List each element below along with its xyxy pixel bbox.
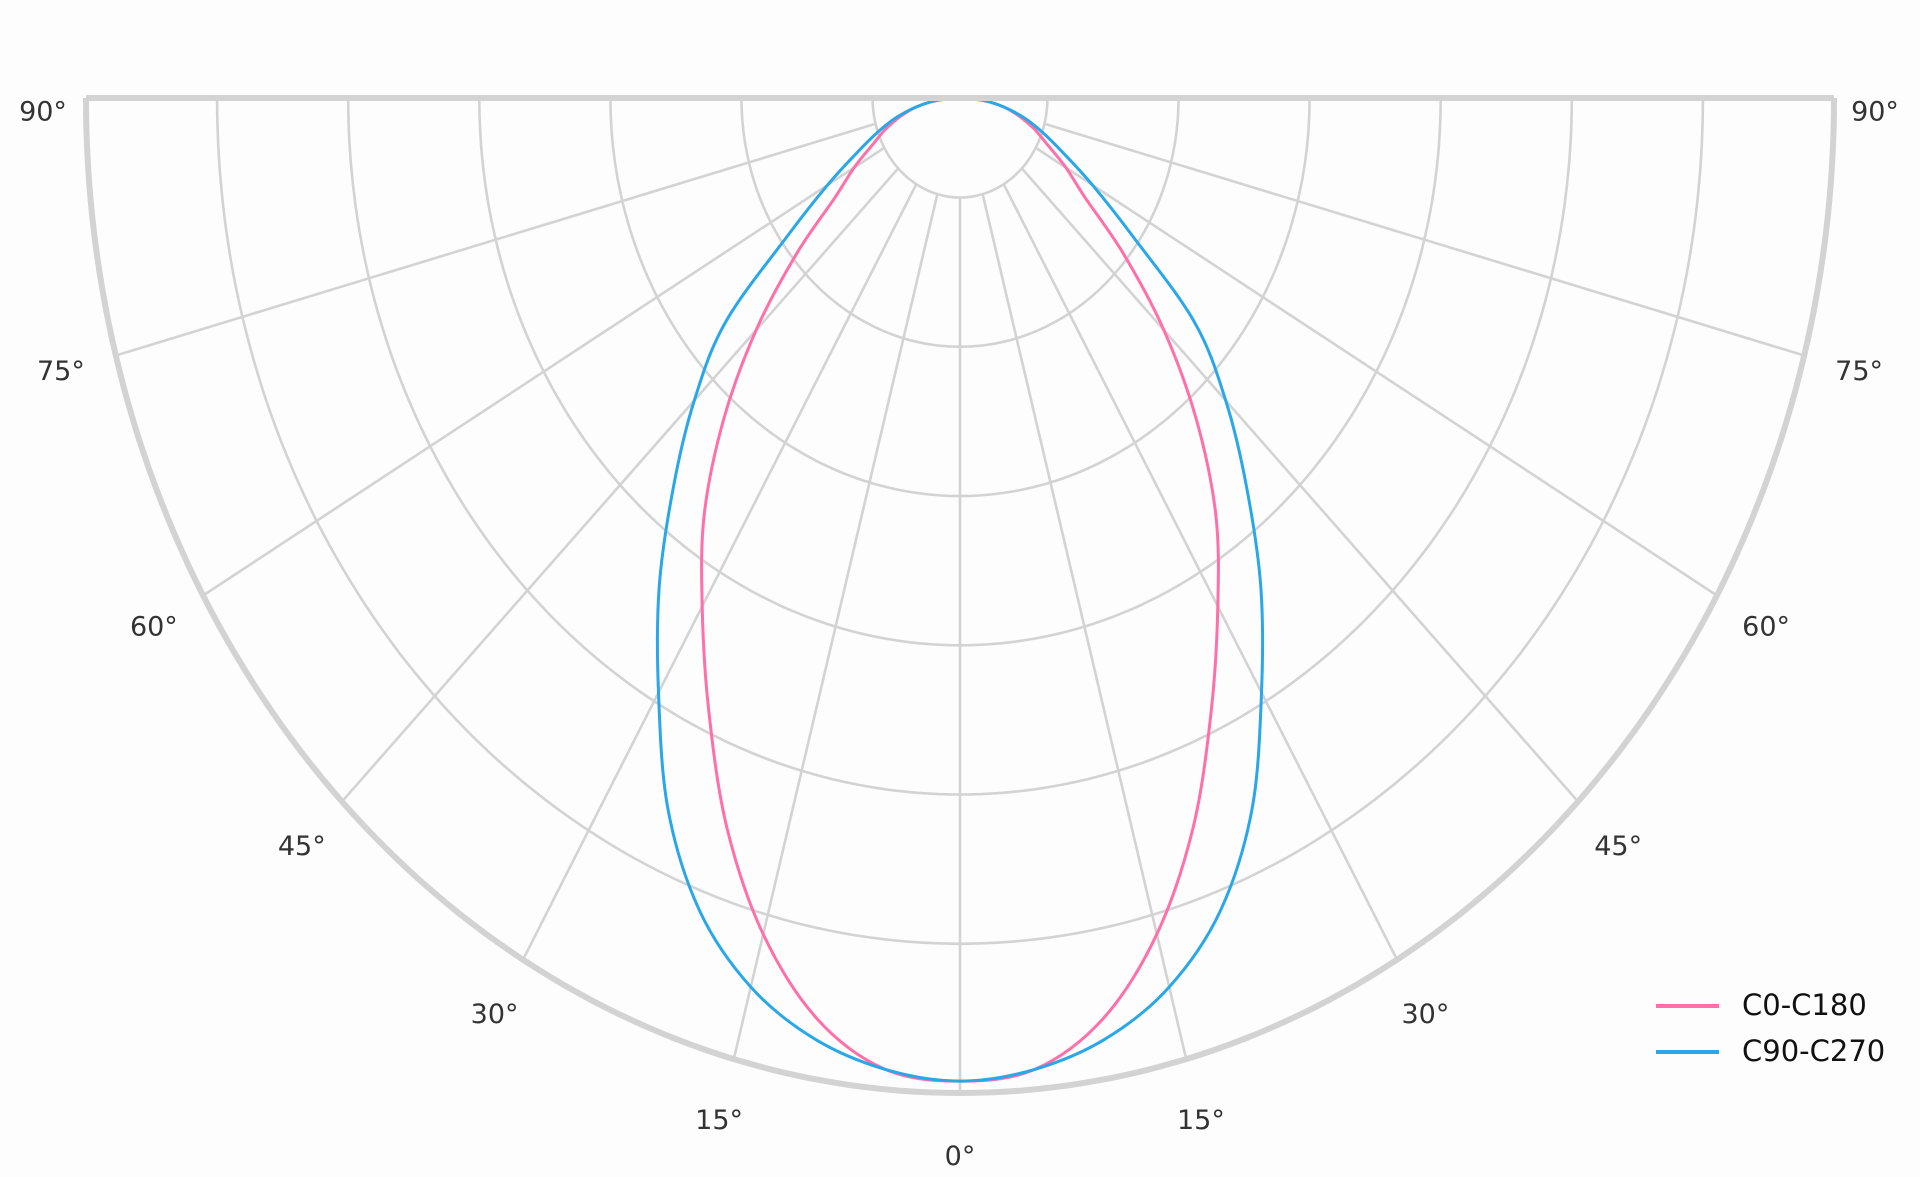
series-line-c90-c270 xyxy=(655,96,1265,1083)
angle-tick-label: 0° xyxy=(945,1141,976,1172)
angular-gridline xyxy=(115,122,876,357)
angle-tick-label: 90° xyxy=(19,97,67,128)
legend-label-c90-c270: C90-C270 xyxy=(1742,1034,1885,1068)
outer-ring xyxy=(83,97,1837,1097)
angular-gridline xyxy=(1044,122,1805,357)
angle-tick-label: 75° xyxy=(37,356,85,387)
angular-gridline xyxy=(732,193,939,1060)
angular-gridline xyxy=(1034,146,1718,597)
radial-gridline-ring xyxy=(871,98,1049,199)
angle-tick-label: 45° xyxy=(278,831,326,862)
legend: C0-C180 C90-C270 xyxy=(1656,988,1885,1068)
angular-gridline xyxy=(341,167,900,803)
grid xyxy=(115,97,1805,1093)
angular-gridline xyxy=(981,193,1188,1060)
angle-tick-label: 30° xyxy=(1401,999,1449,1030)
angle-tick-labels: 90° 75° 60° 45° 30° 15° 0° 15° 30° 45° 60° 75° 90° xyxy=(19,97,1899,1173)
angular-gridline xyxy=(521,183,918,961)
series xyxy=(655,96,1265,1083)
frame xyxy=(83,95,1837,1097)
angle-tick-label: 15° xyxy=(1177,1105,1225,1136)
legend-label-c0-c180: C0-C180 xyxy=(1742,988,1867,1022)
angular-gridline xyxy=(1020,167,1579,803)
angle-tick-label: 15° xyxy=(695,1105,743,1136)
angle-tick-label: 60° xyxy=(1742,611,1790,642)
angle-tick-label: 45° xyxy=(1594,831,1642,862)
angle-tick-label: 30° xyxy=(471,999,519,1030)
angle-tick-label: 90° xyxy=(1851,97,1899,128)
angular-gridline xyxy=(202,146,886,597)
angle-tick-label: 60° xyxy=(130,611,178,642)
angle-tick-label: 75° xyxy=(1835,356,1883,387)
angular-gridline xyxy=(1002,183,1399,961)
